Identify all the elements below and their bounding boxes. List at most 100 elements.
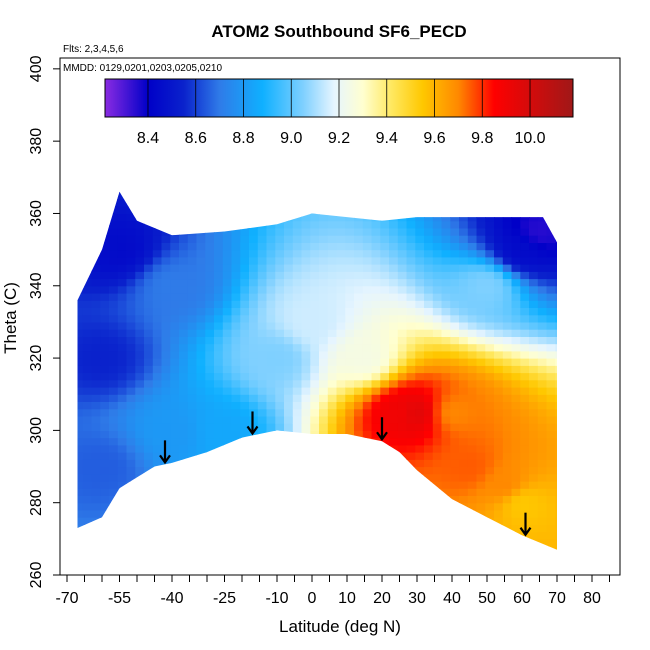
heatmap-cell — [432, 314, 443, 323]
heatmap-cell — [196, 336, 206, 345]
heatmap-cell — [170, 387, 180, 395]
heatmap-cell — [91, 242, 101, 251]
heatmap-cell — [546, 264, 556, 272]
heatmap-cell — [502, 437, 513, 446]
heatmap-cell — [529, 415, 539, 424]
heatmap-cell — [537, 307, 548, 316]
heatmap-cell — [327, 387, 338, 395]
heatmap-cell — [179, 466, 189, 475]
heatmap-cell — [555, 249, 557, 258]
heatmap-cell — [441, 285, 451, 294]
heatmap-cell — [476, 191, 486, 200]
heatmap-cell — [345, 336, 355, 345]
heatmap-cell — [459, 242, 469, 251]
heatmap-cell — [397, 488, 408, 496]
heatmap-cell — [476, 372, 486, 381]
heatmap-cell — [275, 206, 285, 214]
heatmap-cell — [502, 473, 513, 482]
heatmap-cell — [389, 278, 399, 287]
heatmap-cell — [170, 220, 180, 229]
heatmap-cell — [310, 372, 320, 381]
heatmap-cell — [126, 329, 136, 337]
heatmap-cell — [468, 177, 477, 185]
heatmap-cell — [161, 423, 171, 431]
heatmap-cell — [459, 459, 469, 468]
heatmap-cell — [100, 495, 110, 504]
heatmap-cell — [161, 538, 171, 547]
heatmap-cell — [345, 481, 355, 489]
heatmap-cell — [502, 321, 513, 330]
heatmap-cell — [362, 452, 373, 460]
heatmap-cell — [441, 336, 451, 345]
heatmap-cell — [249, 206, 259, 214]
heatmap-cell — [485, 293, 495, 301]
heatmap-cell — [126, 379, 136, 388]
heatmap-cell — [222, 430, 233, 439]
heatmap-cell — [152, 336, 163, 345]
heatmap-cell — [266, 481, 276, 489]
heatmap-cell — [126, 271, 136, 280]
heatmap-cell — [354, 538, 364, 547]
heatmap-cell — [485, 401, 495, 410]
heatmap-cell — [467, 242, 478, 251]
heatmap-cell — [529, 473, 539, 482]
heatmap-cell — [240, 509, 250, 518]
heatmap-cell — [494, 437, 504, 446]
heatmap-cell — [424, 249, 434, 258]
heatmap-cell — [109, 415, 119, 424]
heatmap-cell — [117, 423, 128, 431]
heatmap-cell — [161, 481, 171, 489]
heatmap-cell — [494, 343, 504, 352]
heatmap-cell — [77, 213, 84, 222]
heatmap-cell — [144, 343, 154, 352]
heatmap-cell — [546, 379, 556, 388]
heatmap-cell — [476, 488, 486, 496]
heatmap-cell — [310, 387, 320, 395]
heatmap-cell — [82, 365, 93, 374]
heatmap-cell — [152, 459, 163, 468]
heatmap-cell — [301, 495, 311, 504]
heatmap-cell — [292, 509, 303, 518]
heatmap-cell — [231, 307, 241, 316]
heatmap-cell — [82, 524, 93, 533]
heatmap-cell — [205, 538, 215, 547]
heatmap-cell — [118, 177, 127, 185]
heatmap-cell — [126, 300, 136, 308]
heatmap-cell — [459, 199, 469, 207]
heatmap-cell — [441, 546, 451, 550]
heatmap-cell — [459, 213, 469, 222]
heatmap-cell — [240, 343, 250, 352]
heatmap-cell — [564, 192, 573, 200]
heatmap-cell — [91, 401, 101, 410]
heatmap-cell — [345, 242, 355, 251]
heatmap-cell — [91, 481, 101, 489]
heatmap-cell — [214, 220, 224, 229]
heatmap-cell — [161, 509, 171, 518]
heatmap-cell — [327, 264, 338, 272]
heatmap-cell — [371, 191, 381, 200]
heatmap-cell — [257, 546, 268, 550]
heatmap-cell — [389, 408, 399, 417]
heatmap-cell — [529, 430, 539, 439]
heatmap-cell — [380, 488, 390, 496]
heatmap-cell — [529, 358, 539, 366]
heatmap-cell — [380, 177, 389, 185]
heatmap-cell — [170, 481, 180, 489]
heatmap-cell — [144, 387, 154, 395]
heatmap-cell — [380, 466, 390, 475]
heatmap-cell — [354, 191, 364, 193]
heatmap-cell — [336, 517, 346, 525]
heatmap-cell — [494, 459, 504, 468]
heatmap-cell — [240, 256, 250, 265]
heatmap-cell — [327, 321, 338, 330]
heatmap-cell — [546, 538, 556, 547]
heatmap-cell — [205, 408, 215, 417]
heatmap-cell — [117, 466, 128, 475]
heatmap-cell — [152, 365, 163, 374]
heatmap-cell — [91, 459, 101, 468]
heatmap-cell — [406, 271, 416, 280]
heatmap-cell — [477, 177, 486, 185]
heatmap-cell — [512, 553, 521, 561]
heatmap-cell — [345, 524, 355, 533]
heatmap-cell — [441, 481, 451, 489]
